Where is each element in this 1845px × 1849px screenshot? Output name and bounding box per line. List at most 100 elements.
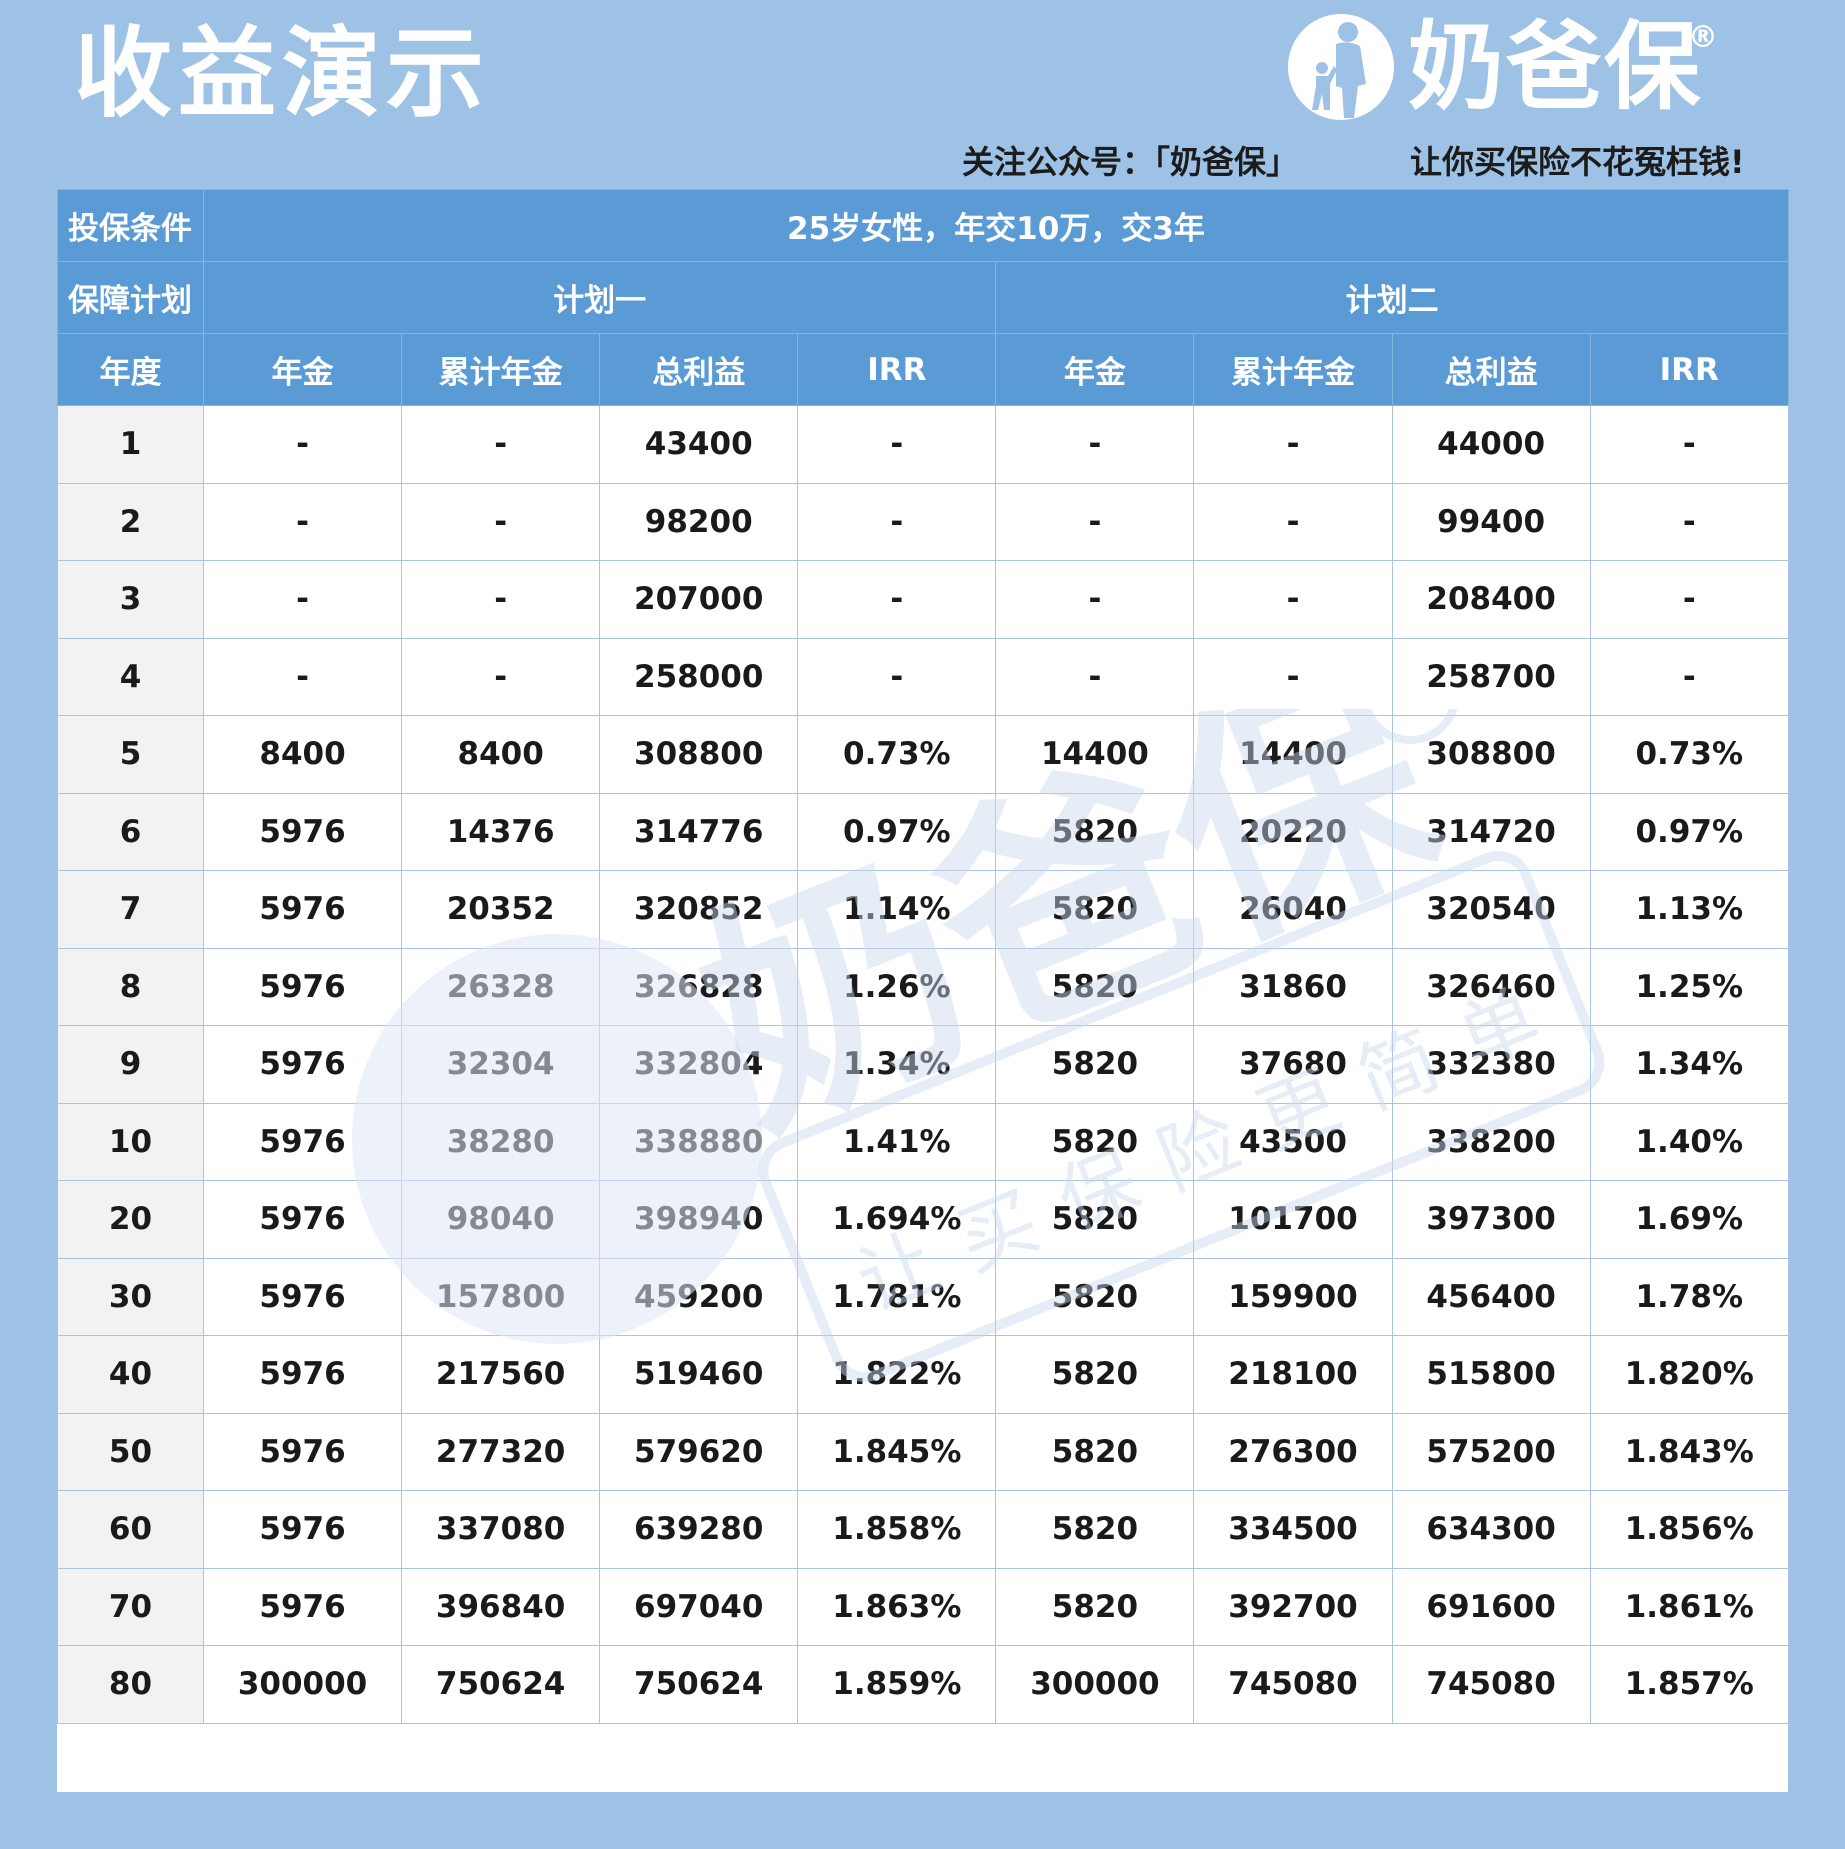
plan1-total-benefit-cell: 579620 bbox=[599, 1412, 799, 1491]
plan1-cumulative-annuity-cell: - bbox=[401, 405, 601, 484]
plan2-total-benefit-cell: 575200 bbox=[1391, 1412, 1591, 1491]
col-header-cumulative: 累计年金 bbox=[1193, 333, 1393, 406]
page-title: 收益演示 bbox=[74, 17, 491, 131]
plan2-annuity-cell: - bbox=[995, 560, 1195, 639]
plan2-total-benefit-cell: 745080 bbox=[1391, 1645, 1591, 1724]
year-cell: 10 bbox=[57, 1102, 204, 1181]
table-row: 5 8400 8400 308800 0.73% 14400 14400 308800 0.73… bbox=[57, 715, 1789, 794]
plan1-total-benefit-cell: 43400 bbox=[599, 405, 799, 484]
plan2-total-benefit-cell: 320540 bbox=[1391, 870, 1591, 949]
plan2-annuity-cell: - bbox=[995, 637, 1195, 716]
plan1-irr-cell: - bbox=[797, 405, 997, 484]
year-cell: 60 bbox=[57, 1490, 204, 1569]
plan2-total-benefit-cell: 332380 bbox=[1391, 1025, 1591, 1104]
plan1-total-benefit-cell: 258000 bbox=[599, 637, 799, 716]
plan2-irr-cell: 1.857% bbox=[1589, 1645, 1789, 1724]
plan2-annuity-cell: 14400 bbox=[995, 715, 1195, 794]
col-header-year: 年度 bbox=[57, 333, 204, 406]
plan1-irr-cell: 1.34% bbox=[797, 1025, 997, 1104]
plan2-cumulative-annuity-cell: - bbox=[1193, 405, 1393, 484]
plan1-annuity-cell: 5976 bbox=[202, 1180, 403, 1259]
plan1-cumulative-annuity-cell: 8400 bbox=[401, 715, 601, 794]
plan1-total-benefit-cell: 639280 bbox=[599, 1490, 799, 1569]
plan1-annuity-cell: 5976 bbox=[202, 1412, 403, 1491]
table-row: 6 5976 14376 314776 0.97% 5820 20220 314720 0.97… bbox=[57, 792, 1789, 871]
plan2-total-benefit-cell: 397300 bbox=[1391, 1180, 1591, 1259]
plan1-annuity-cell: 5976 bbox=[202, 1567, 403, 1646]
conditions-row: 投保条件 25岁女性，年交10万，交3年 bbox=[57, 189, 1789, 262]
plan2-total-benefit-cell: 314720 bbox=[1391, 792, 1591, 871]
plan2-cumulative-annuity-cell: 37680 bbox=[1193, 1025, 1393, 1104]
conditions-label: 投保条件 bbox=[57, 189, 204, 262]
plan2-irr-cell: - bbox=[1589, 560, 1789, 639]
plan2-irr-cell: - bbox=[1589, 637, 1789, 716]
year-cell: 7 bbox=[57, 870, 204, 949]
plan2-total-benefit-cell: 338200 bbox=[1391, 1102, 1591, 1181]
plan1-cumulative-annuity-cell: 26328 bbox=[401, 947, 601, 1026]
plan1-annuity-cell: 5976 bbox=[202, 1335, 403, 1414]
year-cell: 20 bbox=[57, 1180, 204, 1259]
plan2-annuity-cell: 300000 bbox=[995, 1645, 1195, 1724]
plan1-annuity-cell: - bbox=[202, 637, 403, 716]
plan1-total-benefit-cell: 519460 bbox=[599, 1335, 799, 1414]
plan1-annuity-cell: - bbox=[202, 560, 403, 639]
plan-row: 保障计划 计划一 计划二 bbox=[57, 261, 1789, 334]
plan1-cumulative-annuity-cell: 157800 bbox=[401, 1257, 601, 1336]
registered-mark: ® bbox=[1688, 20, 1718, 55]
plan1-annuity-cell: - bbox=[202, 405, 403, 484]
plan-label: 保障计划 bbox=[57, 261, 204, 334]
col-header-total: 总利益 bbox=[1391, 333, 1591, 406]
plan1-irr-cell: 1.858% bbox=[797, 1490, 997, 1569]
plan2-total-benefit-cell: 308800 bbox=[1391, 715, 1591, 794]
plan1-irr-cell: 1.863% bbox=[797, 1567, 997, 1646]
plan2-cumulative-annuity-cell: 20220 bbox=[1193, 792, 1393, 871]
follow-account-text: 关注公众号：「奶爸保」 bbox=[962, 143, 1299, 181]
col-header-irr: IRR bbox=[797, 333, 997, 406]
plan2-total-benefit-cell: 258700 bbox=[1391, 637, 1591, 716]
plan1-cumulative-annuity-cell: 337080 bbox=[401, 1490, 601, 1569]
plan1-total-benefit-cell: 697040 bbox=[599, 1567, 799, 1646]
year-cell: 2 bbox=[57, 482, 204, 561]
plan1-total-benefit-cell: 398940 bbox=[599, 1180, 799, 1259]
plan2-cumulative-annuity-cell: - bbox=[1193, 482, 1393, 561]
conditions-value: 25岁女性，年交10万，交3年 bbox=[203, 189, 1789, 262]
plan1-total-benefit-cell: 320852 bbox=[599, 870, 799, 949]
year-cell: 1 bbox=[57, 405, 204, 484]
plan2-total-benefit-cell: 44000 bbox=[1391, 405, 1591, 484]
plan1-annuity-cell: 5976 bbox=[202, 1257, 403, 1336]
benefit-table-sheet: 投保条件 25岁女性，年交10万，交3年 保障计划 计划一 计划二 年度 年金 … bbox=[57, 189, 1789, 1792]
plan2-irr-cell: 1.78% bbox=[1589, 1257, 1789, 1336]
col-header-irr: IRR bbox=[1589, 333, 1789, 406]
plan2-irr-cell: 1.34% bbox=[1589, 1025, 1789, 1104]
plan1-irr-cell: 1.41% bbox=[797, 1102, 997, 1181]
plan2-annuity-cell: 5820 bbox=[995, 947, 1195, 1026]
plan2-irr-cell: 1.856% bbox=[1589, 1490, 1789, 1569]
plan2-total-benefit-cell: 634300 bbox=[1391, 1490, 1591, 1569]
plan2-cumulative-annuity-cell: 14400 bbox=[1193, 715, 1393, 794]
col-header-total: 总利益 bbox=[599, 333, 799, 406]
plan1-cumulative-annuity-cell: 32304 bbox=[401, 1025, 601, 1104]
plan2-annuity-cell: 5820 bbox=[995, 870, 1195, 949]
year-cell: 8 bbox=[57, 947, 204, 1026]
plan1-cumulative-annuity-cell: - bbox=[401, 637, 601, 716]
plan2-cumulative-annuity-cell: - bbox=[1193, 637, 1393, 716]
plan2-total-benefit-cell: 515800 bbox=[1391, 1335, 1591, 1414]
table-row: 20 5976 98040 398940 1.694% 5820 101700 397300 1… bbox=[57, 1180, 1789, 1259]
plan2-total-benefit-cell: 99400 bbox=[1391, 482, 1591, 561]
plan1-irr-cell: - bbox=[797, 560, 997, 639]
plan1-irr-cell: 0.73% bbox=[797, 715, 997, 794]
plan1-irr-cell: 0.97% bbox=[797, 792, 997, 871]
plan2-irr-cell: 1.820% bbox=[1589, 1335, 1789, 1414]
table-row: 50 5976 277320 579620 1.845% 5820 276300 575200… bbox=[57, 1412, 1789, 1491]
year-cell: 4 bbox=[57, 637, 204, 716]
plan1-annuity-cell: - bbox=[202, 482, 403, 561]
plan2-cumulative-annuity-cell: 334500 bbox=[1193, 1490, 1393, 1569]
plan2-annuity-cell: 5820 bbox=[995, 792, 1195, 871]
plan1-header: 计划一 bbox=[202, 261, 997, 334]
year-cell: 30 bbox=[57, 1257, 204, 1336]
plan1-total-benefit-cell: 459200 bbox=[599, 1257, 799, 1336]
plan1-total-benefit-cell: 314776 bbox=[599, 792, 799, 871]
plan2-total-benefit-cell: 456400 bbox=[1391, 1257, 1591, 1336]
plan2-header: 计划二 bbox=[995, 261, 1789, 334]
plan2-cumulative-annuity-cell: 26040 bbox=[1193, 870, 1393, 949]
